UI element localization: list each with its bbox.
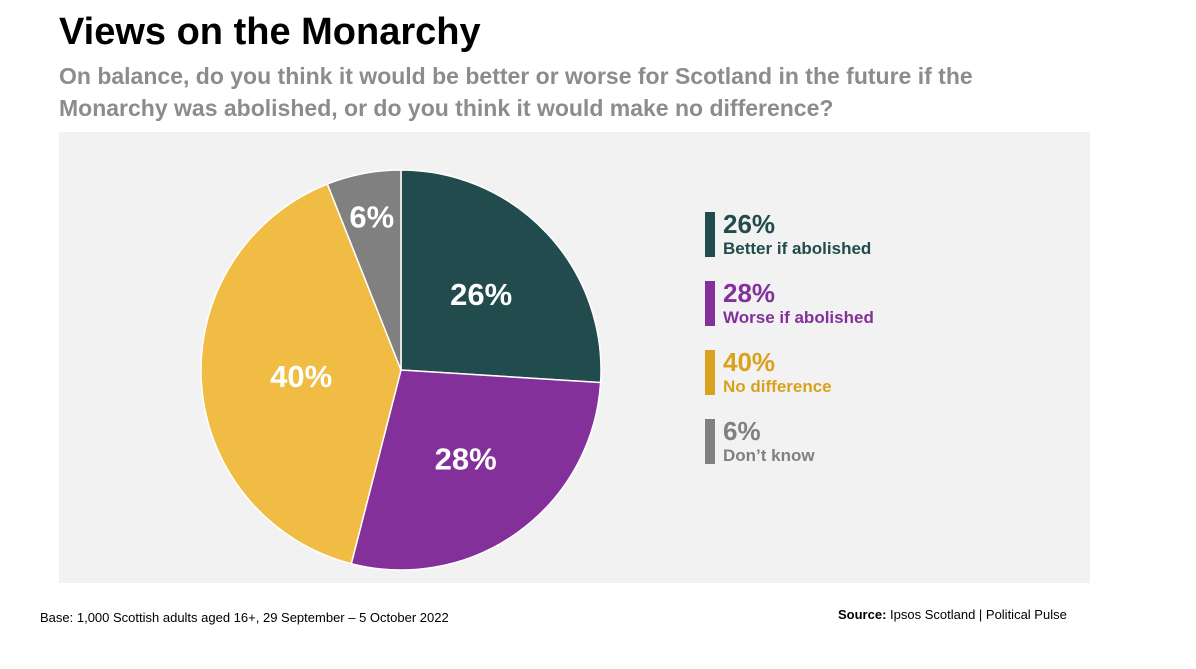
pie-slice-dontknow bbox=[326, 169, 402, 371]
source-text: Ipsos Scotland | Political Pulse bbox=[886, 607, 1067, 622]
legend-value-dontknow: 6% bbox=[723, 416, 761, 446]
legend-label-worse: Worse if abolished bbox=[723, 308, 874, 327]
pie-slice-worse bbox=[350, 369, 602, 571]
chart-title: Views on the Monarchy bbox=[59, 11, 481, 53]
base-footnote: Base: 1,000 Scottish adults aged 16+, 29… bbox=[40, 610, 449, 625]
legend-swatch-nodiff bbox=[705, 350, 715, 395]
legend-item-better: 26% Better if abolished bbox=[705, 210, 874, 267]
legend-item-worse: 28% Worse if abolished bbox=[705, 279, 874, 336]
pie-label-dontknow: 6% bbox=[349, 199, 394, 234]
chart-panel: 26% 28% 40% 6% 26% Better if abolished 28% … bbox=[59, 132, 1090, 583]
chart-subtitle: On balance, do you think it would be bet… bbox=[59, 63, 973, 121]
pie-chart: 26% 28% 40% 6% bbox=[200, 169, 602, 571]
pie-slice-better bbox=[400, 169, 602, 384]
legend-item-dontknow: 6% Don’t know bbox=[705, 417, 874, 474]
pie-label-worse: 28% bbox=[435, 441, 497, 476]
source-label: Source: bbox=[838, 607, 887, 622]
legend-label-nodiff: No difference bbox=[723, 377, 832, 396]
legend-swatch-better bbox=[705, 212, 715, 257]
legend-item-nodiff: 40% No difference bbox=[705, 348, 874, 405]
source-note: Source: Ipsos Scotland | Political Pulse bbox=[838, 607, 1067, 622]
legend-value-better: 26% bbox=[723, 209, 776, 239]
legend-swatch-worse bbox=[705, 281, 715, 326]
legend-value-nodiff: 40% bbox=[723, 347, 776, 377]
legend-label-better: Better if abolished bbox=[723, 239, 872, 258]
pie-slice-nodiff bbox=[200, 183, 402, 565]
legend-value-worse: 28% bbox=[723, 278, 776, 308]
pie-label-nodiff: 40% bbox=[270, 359, 332, 394]
legend-swatch-dontknow bbox=[705, 419, 715, 464]
legend-label-dontknow: Don’t know bbox=[723, 446, 815, 465]
pie-label-better: 26% bbox=[450, 277, 512, 312]
legend: 26% Better if abolished 28% Worse if abo… bbox=[705, 210, 874, 486]
